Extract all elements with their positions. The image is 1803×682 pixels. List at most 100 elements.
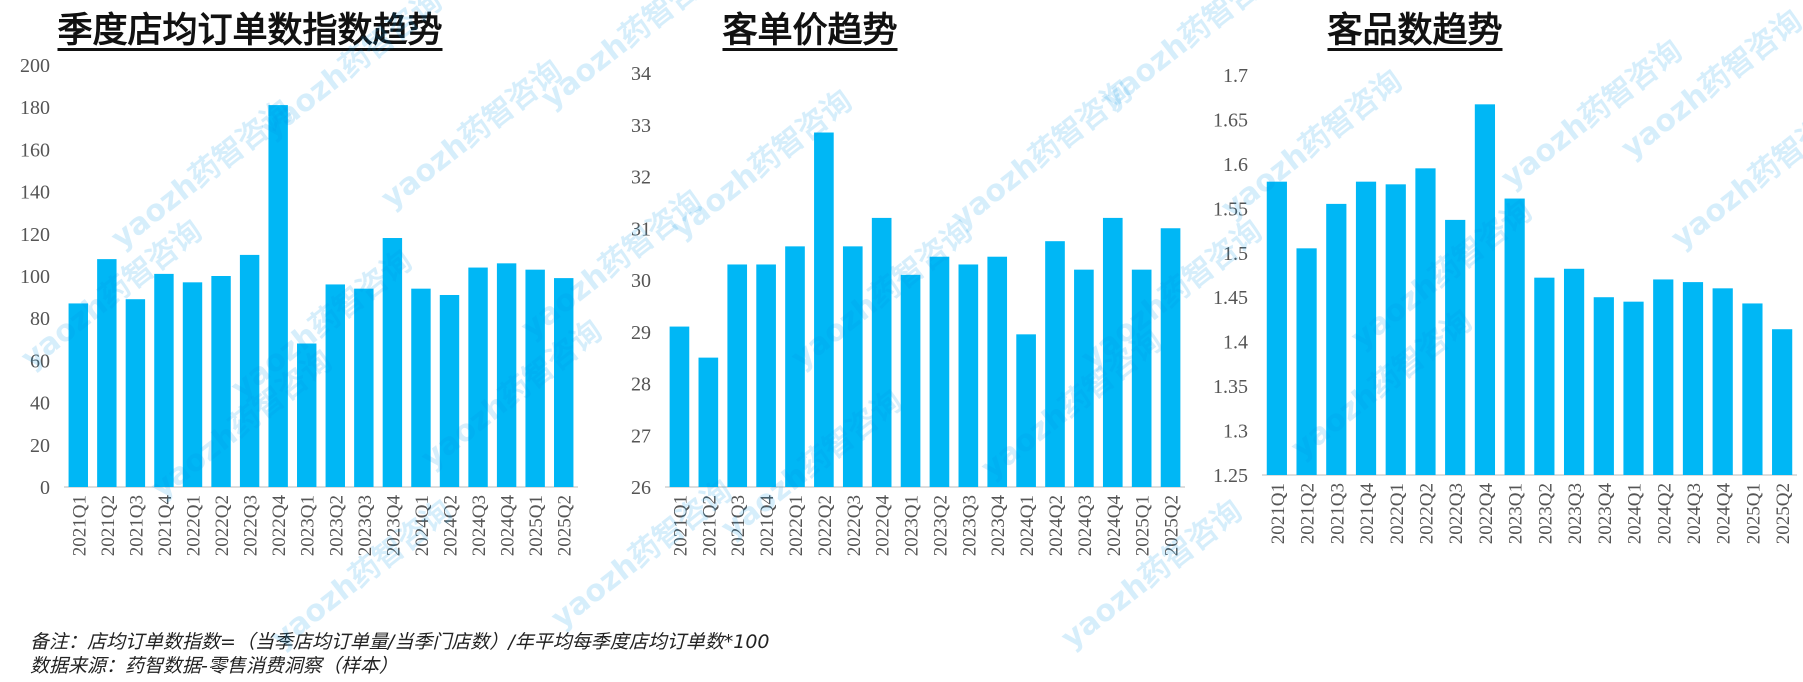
bar xyxy=(698,357,719,487)
y-tick-label: 33 xyxy=(631,115,651,137)
x-tick-label: 2025Q1 xyxy=(1133,495,1154,556)
y-tick-label: 1.7 xyxy=(1223,65,1248,87)
chart-title: 季度店均订单数指数趋势 xyxy=(57,11,443,51)
y-tick-label: 200 xyxy=(20,55,50,77)
x-tick-label: 2022Q3 xyxy=(1446,483,1467,544)
y-tick-label: 120 xyxy=(20,224,50,246)
bar xyxy=(211,276,231,487)
bar xyxy=(842,246,863,487)
x-tick-label: 2021Q3 xyxy=(126,495,147,556)
bar xyxy=(182,282,203,487)
note-source: 数据来源：药智数据-零售消费洞察（样本） xyxy=(30,655,398,677)
chart-title: 客品数趋势 xyxy=(1327,11,1503,51)
bar xyxy=(785,246,805,487)
x-tick-label: 2023Q2 xyxy=(1535,483,1556,544)
x-tick-label: 2022Q1 xyxy=(786,495,807,556)
x-tick-label: 2023Q4 xyxy=(988,495,1009,557)
order-index-chart-panel: 季度店均订单数指数趋势 0 20 40 60 80 100 120 140 160 180 200 2… xyxy=(0,0,585,630)
y-tick-label: 28 xyxy=(631,374,651,396)
x-tick-label: 2024Q2 xyxy=(441,495,462,556)
y-tick-label: 1.3 xyxy=(1223,421,1248,443)
x-tick-label: 2022Q4 xyxy=(1476,483,1497,545)
bar xyxy=(68,303,88,487)
y-tick-label: 29 xyxy=(631,322,651,344)
y-tick-label: 40 xyxy=(30,393,50,415)
x-tick-label: 2021Q3 xyxy=(728,495,749,556)
bar xyxy=(554,278,574,487)
y-tick-label: 32 xyxy=(631,167,651,189)
y-tick-label: 1.35 xyxy=(1213,376,1248,398)
x-tick-label: 2021Q3 xyxy=(1327,483,1348,544)
y-tick-label: 34 xyxy=(631,63,651,85)
x-tick-label: 2023Q4 xyxy=(1595,483,1616,545)
items-per-customer-chart: 1.25 1.3 1.35 1.4 1.45 1.5 1.55 1.6 1.65 1.7 2021Q… xyxy=(1213,65,1797,545)
x-tick-label: 2023Q2 xyxy=(326,495,347,556)
bar xyxy=(900,274,921,487)
y-tick-label: 1.5 xyxy=(1223,243,1248,265)
bar xyxy=(411,288,431,487)
x-tick-label: 2023Q1 xyxy=(1506,483,1527,544)
bar xyxy=(525,269,545,487)
x-tick-label: 2024Q2 xyxy=(1654,483,1675,544)
x-tick-label: 2023Q3 xyxy=(355,495,376,556)
x-tick-label: 2024Q1 xyxy=(1017,495,1038,556)
x-tick-label: 2022Q2 xyxy=(212,495,233,556)
bar xyxy=(1623,301,1644,475)
bar xyxy=(1160,228,1181,487)
bar xyxy=(1534,277,1555,475)
bar xyxy=(958,264,979,487)
x-tick-label: 2021Q4 xyxy=(1357,483,1378,545)
x-tick-label: 2024Q3 xyxy=(1684,483,1705,544)
x-tick-label: 2024Q1 xyxy=(412,495,433,556)
x-tick-label: 2025Q2 xyxy=(1773,483,1794,544)
x-tick-label: 2023Q1 xyxy=(902,495,923,556)
footnotes: 备注：店均订单数指数=（当季店均订单量/当季门店数）/年平均每季度店均订单数*1… xyxy=(30,630,770,678)
items-per-customer-chart-panel: 客品数趋势 1.25 1.3 1.35 1.4 1.45 1.5 1.55 1.6 1.65 1.… xyxy=(1190,0,1803,630)
bar xyxy=(756,264,776,487)
x-tick-label: 2023Q2 xyxy=(930,495,951,556)
bar xyxy=(1326,203,1347,475)
x-tick-label: 2021Q2 xyxy=(98,495,119,556)
bar xyxy=(97,259,117,487)
x-tick-label: 2024Q3 xyxy=(1075,495,1096,556)
bar xyxy=(1682,282,1704,475)
bar xyxy=(1772,329,1793,475)
x-tick-label: 2021Q1 xyxy=(670,495,691,556)
y-tick-label: 27 xyxy=(631,425,651,447)
y-tick-label: 1.65 xyxy=(1213,109,1248,131)
bar xyxy=(669,326,690,487)
y-tick-label: 1.25 xyxy=(1213,465,1248,487)
bar xyxy=(814,132,834,487)
y-tick-label: 1.4 xyxy=(1223,332,1248,354)
bar xyxy=(1266,181,1287,475)
bar xyxy=(125,299,146,487)
x-tick-label: 2022Q2 xyxy=(1416,483,1437,544)
x-tick-label: 2024Q1 xyxy=(1625,483,1646,544)
x-tick-label: 2025Q2 xyxy=(1162,495,1183,556)
bar xyxy=(1504,198,1525,476)
y-tick-label: 180 xyxy=(20,97,50,119)
bar xyxy=(1563,268,1585,475)
y-tick-label: 31 xyxy=(631,218,651,240)
bar xyxy=(1016,334,1036,487)
bar xyxy=(239,254,260,487)
x-tick-label: 2022Q3 xyxy=(844,495,865,556)
x-tick-label: 2022Q1 xyxy=(184,495,205,556)
bar xyxy=(268,105,288,487)
x-tick-label: 2021Q1 xyxy=(1268,483,1289,544)
y-tick-label: 1.55 xyxy=(1213,198,1248,220)
bar xyxy=(297,343,317,487)
bar xyxy=(1742,303,1763,475)
bar xyxy=(382,238,403,487)
x-tick-label: 2022Q4 xyxy=(269,495,290,557)
x-tick-label: 2025Q1 xyxy=(526,495,547,556)
x-tick-label: 2022Q3 xyxy=(241,495,262,556)
chart-title: 客单价趋势 xyxy=(722,11,898,51)
x-tick-label: 2022Q4 xyxy=(873,495,894,557)
x-tick-label: 2023Q4 xyxy=(383,495,404,557)
x-tick-label: 2021Q1 xyxy=(69,495,90,556)
x-tick-label: 2021Q4 xyxy=(757,495,778,557)
y-tick-label: 80 xyxy=(30,308,50,330)
x-tick-label: 2024Q4 xyxy=(1104,495,1125,557)
x-tick-label: 2023Q3 xyxy=(1565,483,1586,544)
